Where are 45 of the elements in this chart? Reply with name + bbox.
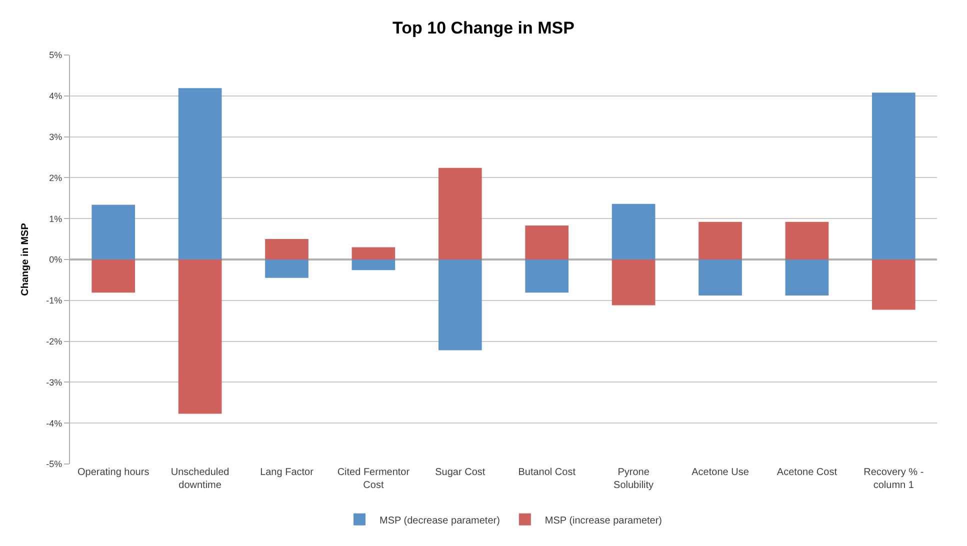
- x-tick-label: Cited Fermentor Cost: [337, 467, 410, 491]
- y-tick-label: -2%: [46, 336, 62, 346]
- y-tick-label: 2%: [49, 172, 62, 183]
- y-tick-label: 5%: [49, 50, 62, 60]
- y-tick-label: 3%: [49, 132, 62, 142]
- legend-label: MSP (decrease parameter): [380, 515, 500, 526]
- x-tick-label: Pyrone Solubility: [614, 467, 654, 491]
- chart-title: Top 10 Change in MSP: [392, 18, 574, 38]
- bar: [872, 92, 916, 260]
- y-tick-label: -1%: [46, 296, 62, 306]
- y-tick-label: 4%: [49, 91, 62, 102]
- bar: [265, 239, 308, 260]
- bar: [612, 204, 656, 260]
- y-axis-title: Change in MSP: [20, 222, 32, 296]
- bar: [438, 168, 482, 260]
- x-tick-label: Butanol Cost: [518, 467, 576, 478]
- bar: [525, 260, 569, 293]
- legend-label: MSP (increase parameter): [544, 515, 662, 526]
- bar: [872, 260, 916, 310]
- bar: [785, 260, 829, 296]
- bar: [698, 222, 742, 260]
- bar: [265, 260, 308, 278]
- x-tick-label: Sugar Cost: [435, 467, 486, 478]
- bar: [785, 222, 829, 260]
- y-tick-label: -5%: [46, 459, 62, 470]
- x-tick-label: Unscheduled downtime: [170, 467, 230, 491]
- y-tick-label: 0%: [49, 254, 62, 265]
- y-tick-label: -3%: [46, 377, 62, 388]
- y-tick-label: 1%: [49, 214, 62, 224]
- x-tick-label: Acetone Use: [692, 467, 750, 478]
- bar: [352, 247, 396, 260]
- bar: [352, 260, 396, 270]
- bar: [612, 260, 656, 306]
- bar: [438, 260, 482, 350]
- bar: [178, 88, 222, 260]
- x-tick-label: Lang Factor: [260, 467, 314, 478]
- x-tick-label: Recovery % - column 1: [864, 467, 924, 491]
- x-tick-label: Acetone Cost: [776, 467, 838, 478]
- y-tick-label: -4%: [46, 418, 62, 428]
- bar: [92, 260, 136, 293]
- bar: [525, 226, 569, 260]
- bar: [698, 260, 742, 296]
- x-tick-label: Operating hours: [77, 467, 150, 478]
- bar: [92, 204, 136, 260]
- bar: [178, 260, 222, 414]
